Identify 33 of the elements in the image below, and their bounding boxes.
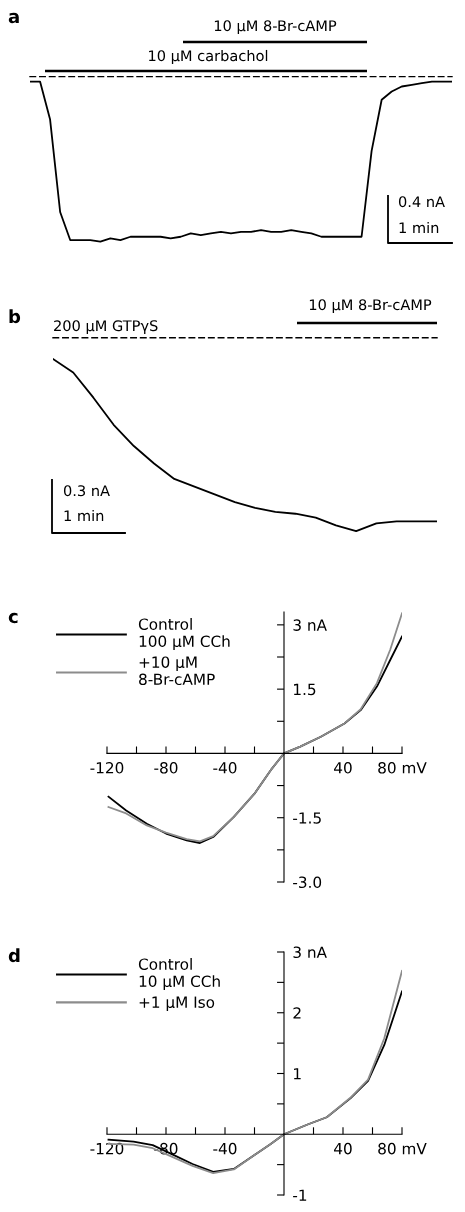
- x-tick-label: 80 mV: [378, 762, 427, 774]
- x-tick-label: 80 mV: [378, 1142, 427, 1155]
- y-tick-label: -3.0: [293, 876, 322, 889]
- x-tick-label: -120: [90, 762, 124, 774]
- y-tick-label: 1: [294, 1068, 301, 1080]
- legend-label: +10 µM 8-Br-cAMP: [139, 656, 215, 686]
- legend-label: Control 100 µM CCh: [138, 618, 230, 650]
- x-tick-label: -120: [90, 1142, 124, 1155]
- x-tick-label: -40: [213, 1142, 237, 1155]
- text: 10 µM 8-Br-cAMP: [309, 299, 432, 314]
- x-tick-label: 40: [334, 1142, 352, 1155]
- chart-title: d: [8, 948, 20, 963]
- x-tick-label: 40: [334, 762, 352, 774]
- x-tick-label: -80: [154, 762, 178, 774]
- text: 200 µM GTPγS: [54, 320, 158, 335]
- annotation: 1 min: [64, 509, 104, 522]
- annotation: 0.4 nA: [398, 196, 445, 208]
- legend-label: +1 µM Iso: [139, 996, 215, 1011]
- annotation: 1 min: [399, 221, 439, 234]
- chart-title: a: [8, 12, 19, 24]
- y-tick-label: -1: [293, 1189, 307, 1201]
- text: 10 µM carbachol: [149, 49, 268, 65]
- annotation: 0.3 nA: [63, 485, 110, 497]
- y-tick-label: 3 nA: [293, 619, 327, 631]
- chart-title: b: [9, 309, 21, 324]
- y-tick-label: -1.5: [293, 812, 321, 824]
- legend-label: Control 10 µM CCh: [138, 958, 220, 990]
- y-tick-label: 2: [293, 1007, 301, 1019]
- y-tick-label: 1.5: [294, 683, 316, 696]
- chart-title: c: [8, 612, 18, 624]
- x-tick-label: -40: [213, 762, 237, 774]
- text: 10 µM 8-Br-cAMP: [214, 20, 337, 35]
- y-tick-label: 3 nA: [293, 946, 327, 959]
